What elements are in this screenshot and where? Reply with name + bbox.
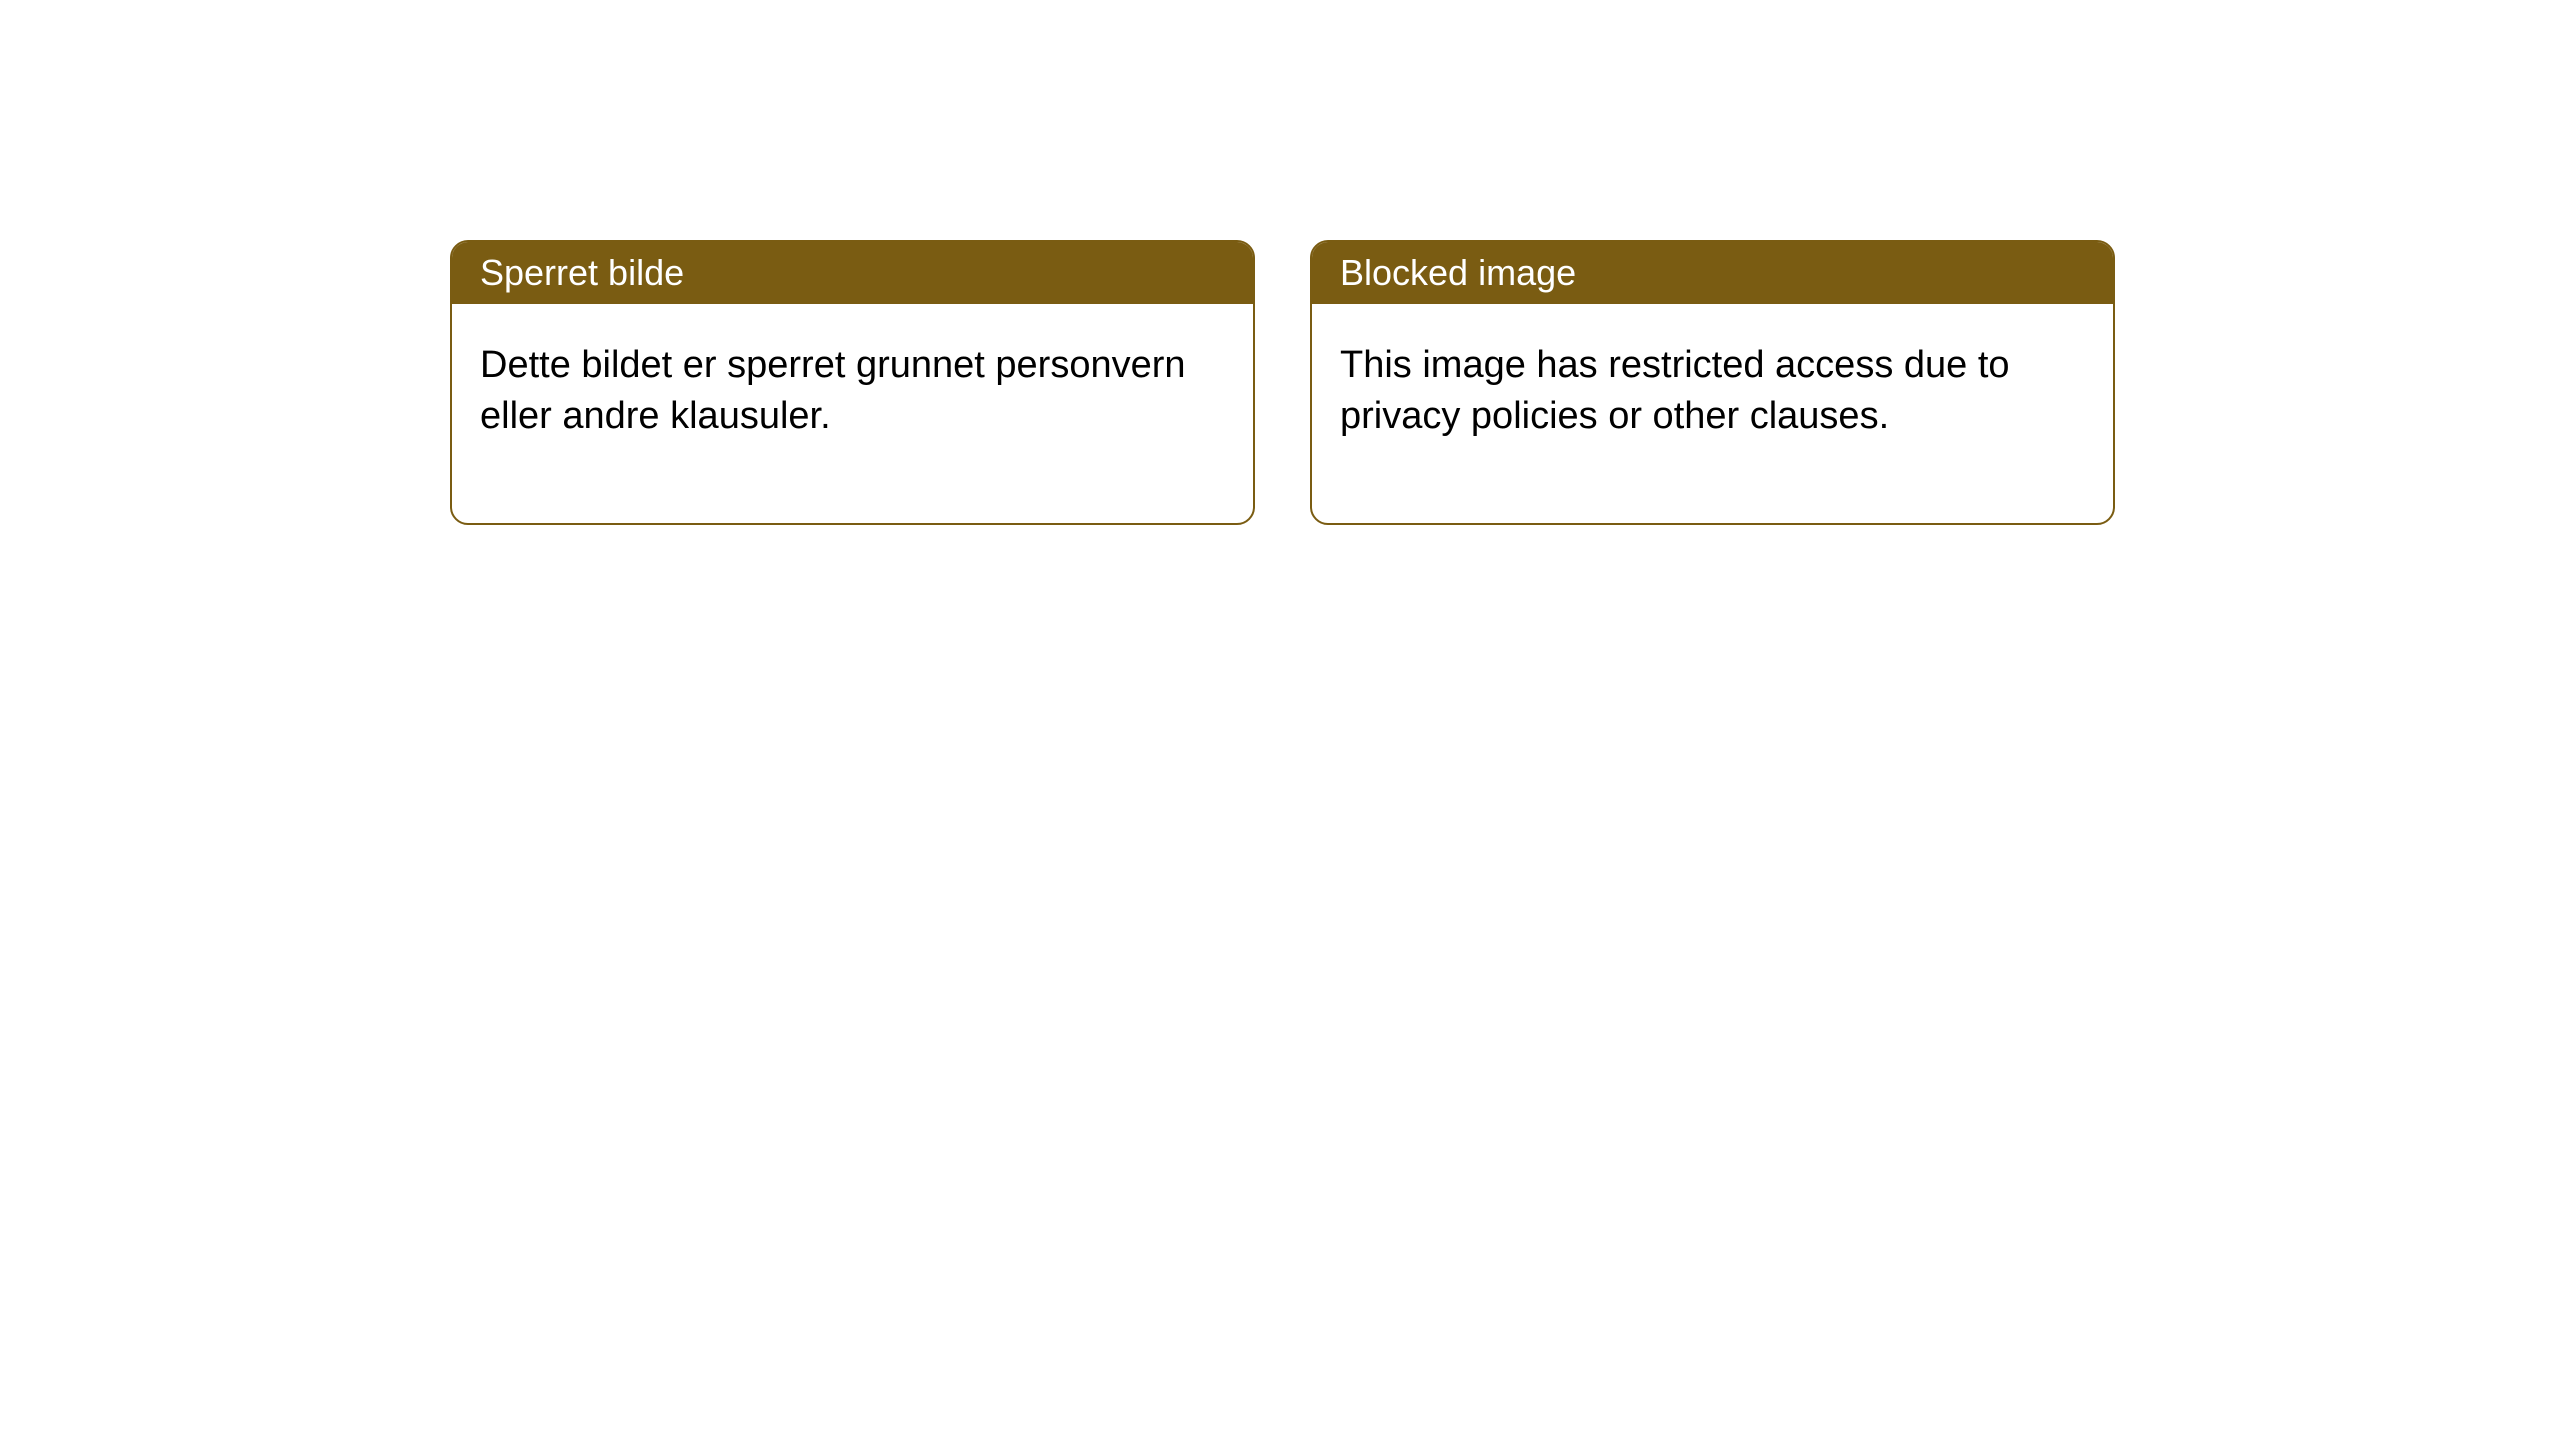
card-header-en: Blocked image	[1312, 242, 2113, 304]
card-body-no: Dette bildet er sperret grunnet personve…	[452, 304, 1253, 523]
notice-container: Sperret bilde Dette bildet er sperret gr…	[0, 0, 2560, 525]
card-body-en: This image has restricted access due to …	[1312, 304, 2113, 523]
card-header-no: Sperret bilde	[452, 242, 1253, 304]
blocked-image-card-en: Blocked image This image has restricted …	[1310, 240, 2115, 525]
blocked-image-card-no: Sperret bilde Dette bildet er sperret gr…	[450, 240, 1255, 525]
